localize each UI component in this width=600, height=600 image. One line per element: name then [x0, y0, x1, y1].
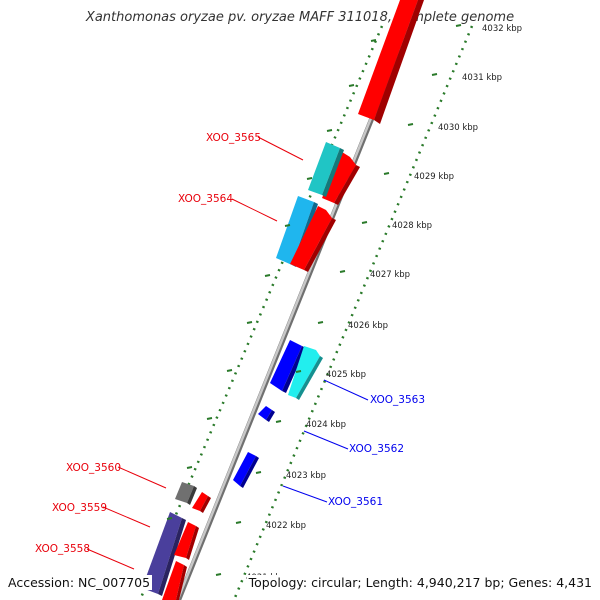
- outer-tick-mark: [361, 221, 368, 224]
- gene-leader-line: [323, 379, 369, 401]
- outer-tick-mark: [431, 73, 438, 76]
- gene-block-blue-3562[interactable]: [258, 406, 275, 422]
- outer-tick-mark: [295, 370, 302, 373]
- gene-label[interactable]: XOO_3563: [370, 394, 425, 406]
- kbp-tick-label: 4025 kbp: [326, 370, 366, 380]
- gene-block-red-3565[interactable]: [322, 152, 360, 205]
- kbp-tick-label: 4027 kbp: [370, 270, 410, 280]
- inner-ruler-dots: [138, 25, 384, 600]
- gene-block-red-3564[interactable]: [290, 206, 336, 272]
- outer-tick-mark: [455, 24, 462, 27]
- inner-tick-mark: [186, 466, 193, 469]
- gene-label[interactable]: XOO_3560: [66, 462, 121, 474]
- gene-leader-line: [102, 506, 151, 528]
- gene-leader-line: [86, 548, 135, 570]
- gene-block-teal-3565[interactable]: [308, 142, 344, 197]
- gene-leader-line: [257, 136, 304, 161]
- inner-tick-mark: [326, 129, 333, 132]
- gene-block-cyan-3563[interactable]: [288, 346, 323, 400]
- outer-tick-mark: [339, 270, 346, 273]
- outer-ruler-dots: [232, 25, 474, 600]
- gene-block-gray-3560[interactable]: [175, 482, 197, 505]
- gene-leader-line: [117, 466, 167, 489]
- kbp-tick-label: 4032 kbp: [482, 24, 522, 34]
- gene-label[interactable]: XOO_3564: [178, 193, 233, 205]
- gene-block-blue-a[interactable]: [270, 340, 306, 393]
- outer-tick-mark: [275, 420, 282, 423]
- kbp-tick-label: 4023 kbp: [286, 471, 326, 481]
- kbp-tick-label: 4024 kbp: [306, 420, 346, 430]
- kbp-tick-label: 4022 kbp: [266, 521, 306, 531]
- outer-tick-mark: [407, 123, 414, 126]
- gene-block-red-3559[interactable]: [174, 522, 199, 560]
- gene-block-red-small[interactable]: [192, 492, 211, 513]
- gene-block-red-top[interactable]: [358, 0, 424, 124]
- gene-block-blue-3561[interactable]: [233, 452, 259, 488]
- kbp-tick-label: 4026 kbp: [348, 321, 388, 331]
- kbp-tick-label: 4028 kbp: [392, 221, 432, 231]
- gene-leader-line: [282, 485, 328, 503]
- inner-tick-mark: [306, 177, 313, 180]
- outer-tick-mark: [215, 573, 222, 576]
- gene-label[interactable]: XOO_3562: [349, 443, 404, 455]
- genome-summary-text: Topology: circular; Length: 4,940,217 bp…: [246, 575, 592, 590]
- inner-tick-mark: [166, 517, 173, 520]
- outer-tick-mark: [383, 172, 390, 175]
- inner-tick-mark: [284, 224, 291, 227]
- gene-label[interactable]: XOO_3558: [35, 543, 90, 555]
- kbp-tick-label: 4031 kbp: [462, 73, 502, 83]
- inner-tick-mark: [264, 274, 271, 277]
- outer-tick-mark: [317, 321, 324, 324]
- inner-tick-mark: [226, 369, 233, 372]
- kbp-tick-label: 4029 kbp: [414, 172, 454, 182]
- inner-tick-mark: [206, 417, 213, 420]
- gene-block-red-3558[interactable]: [162, 561, 187, 600]
- inner-tick-mark: [348, 84, 355, 87]
- outer-tick-mark: [255, 471, 262, 474]
- outer-tick-mark: [235, 521, 242, 524]
- gene-block-purple-3559[interactable]: [142, 512, 186, 596]
- gene-leader-line: [303, 430, 349, 450]
- gene-leader-line: [231, 198, 278, 222]
- accession-text: Accession: NC_007705: [8, 575, 153, 590]
- gene-label[interactable]: XOO_3559: [52, 502, 107, 514]
- kbp-tick-label: 4030 kbp: [438, 123, 478, 133]
- gene-label[interactable]: XOO_3561: [328, 496, 383, 508]
- inner-tick-mark: [246, 321, 253, 324]
- gene-label[interactable]: XOO_3565: [206, 132, 261, 144]
- inner-tick-mark: [370, 39, 377, 42]
